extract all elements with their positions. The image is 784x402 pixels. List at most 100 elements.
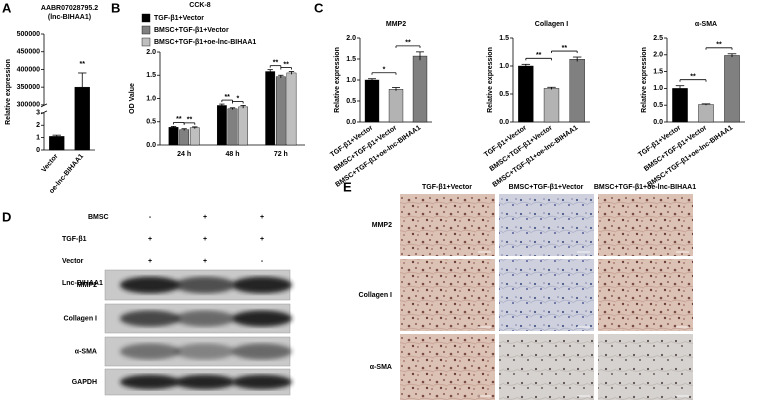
blot-band — [175, 310, 235, 327]
significance-label: ** — [716, 42, 722, 49]
legend-label: TGF-β1+Vector — [154, 15, 204, 22]
y-tick-label: 0.5 — [346, 98, 356, 105]
band-label: Collagen I — [64, 315, 98, 322]
chart-title: CCK-8 — [189, 2, 210, 9]
y-tick-label: 1.5 — [346, 56, 356, 63]
blot-band — [120, 276, 180, 294]
condition-sign: + — [203, 258, 207, 265]
y-tick-label: 1.0 — [499, 63, 509, 70]
bar — [518, 65, 534, 123]
condition-sign: + — [203, 214, 207, 221]
y-tick-label: 1.0 — [146, 95, 156, 102]
y-tick-label: 0.0 — [346, 119, 356, 126]
y-tick-label: 0.5 — [653, 102, 663, 109]
band-label: α-SMA — [75, 348, 97, 355]
column-header: TGF-β1+Vector — [422, 184, 472, 191]
y-tick-label: 1.5 — [499, 35, 509, 42]
y-tick-label: 500000 — [17, 31, 40, 38]
y-tick-label: 350000 — [17, 84, 40, 91]
bar — [227, 108, 238, 146]
significance-label: * — [383, 67, 386, 74]
x-tick-label: TGF-β1+Vector — [637, 124, 682, 159]
band-label: GAPDH — [72, 379, 97, 386]
row-label: α-SMA — [370, 364, 392, 371]
blot-band — [175, 343, 235, 360]
x-tick-label: 24 h — [177, 151, 191, 158]
y-axis-label: Relative expression — [334, 47, 341, 113]
axis-break — [40, 110, 48, 115]
significance-label: ** — [80, 61, 86, 68]
y-tick-label: 300000 — [17, 102, 40, 109]
bar — [698, 104, 714, 123]
bar — [569, 59, 585, 123]
bar — [168, 127, 179, 146]
histology-image — [499, 259, 594, 331]
bar — [286, 72, 297, 146]
condition-label: Lnc-BIHAA1 — [62, 280, 103, 287]
y-tick-label: 450000 — [17, 49, 40, 56]
blot-band — [232, 276, 292, 294]
histology-image — [499, 194, 594, 256]
x-tick-label: 72 h — [274, 151, 288, 158]
y-tick-label: 1.0 — [346, 77, 356, 84]
axis-break — [40, 103, 48, 108]
row-label: Collagen I — [359, 292, 393, 299]
condition-sign: + — [148, 236, 152, 243]
blot-band — [232, 343, 292, 360]
significance-label: ** — [405, 40, 411, 47]
condition-label: TGF-β1 — [62, 236, 87, 243]
chart-title: MMP2 — [386, 21, 406, 28]
blot-band — [120, 343, 180, 360]
y-tick-label: 1.5 — [146, 72, 156, 79]
legend-swatch — [141, 37, 151, 47]
y-tick-label: 1 — [36, 134, 40, 141]
y-tick-label: 1.5 — [653, 68, 663, 75]
legend-swatch — [141, 25, 151, 35]
blot-band — [232, 374, 292, 390]
condition-sign: + — [203, 236, 207, 243]
bar — [189, 127, 200, 146]
blot-band — [120, 374, 180, 390]
legend-label: BMSC+TGF-β1+oe-lnc-BIHAA1 — [154, 39, 256, 46]
significance-label: ** — [283, 61, 289, 68]
bar — [265, 71, 276, 146]
bar — [364, 79, 380, 123]
bar — [179, 129, 190, 146]
condition-sign: + — [260, 214, 264, 221]
y-axis-label: Relative expression — [487, 47, 494, 113]
y-tick-label: 2.0 — [146, 49, 156, 56]
significance-label: ** — [224, 94, 230, 101]
row-label: MMP2 — [372, 222, 392, 229]
histology-image — [400, 194, 495, 256]
bar — [672, 88, 688, 123]
y-axis-label: OD Value — [129, 83, 136, 114]
y-axis-label: Relative expression — [5, 59, 12, 125]
histology-image — [598, 194, 693, 256]
condition-label: BMSC — [88, 214, 109, 221]
condition-sign: + — [260, 236, 264, 243]
condition-sign: - — [261, 258, 264, 265]
blot-band — [232, 310, 292, 327]
bar — [724, 55, 740, 123]
histology-image — [400, 259, 495, 331]
panel-letter: D — [2, 209, 11, 224]
histology-image — [598, 334, 693, 400]
histology-image — [400, 334, 495, 400]
band-label: MMP2 — [77, 282, 97, 289]
significance-label: ** — [536, 52, 542, 59]
blot-band — [175, 374, 235, 390]
blot-band — [120, 310, 180, 327]
y-axis-label: Relative expression — [641, 47, 648, 113]
panel-letter: B — [111, 0, 120, 15]
condition-sign: - — [149, 214, 152, 221]
legend-swatch — [141, 13, 151, 23]
bar — [238, 106, 249, 146]
y-tick-label: 2 — [36, 122, 40, 129]
x-tick-label: Vector — [41, 153, 60, 174]
chart-title: AABR07028795.2 — [41, 5, 98, 12]
column-header: BMSC+TGF-β1+oe-lnc-BIHAA1 — [594, 184, 696, 191]
y-tick-label: 1.0 — [653, 85, 663, 92]
significance-label: ** — [273, 60, 279, 67]
significance-label: ** — [187, 117, 193, 124]
